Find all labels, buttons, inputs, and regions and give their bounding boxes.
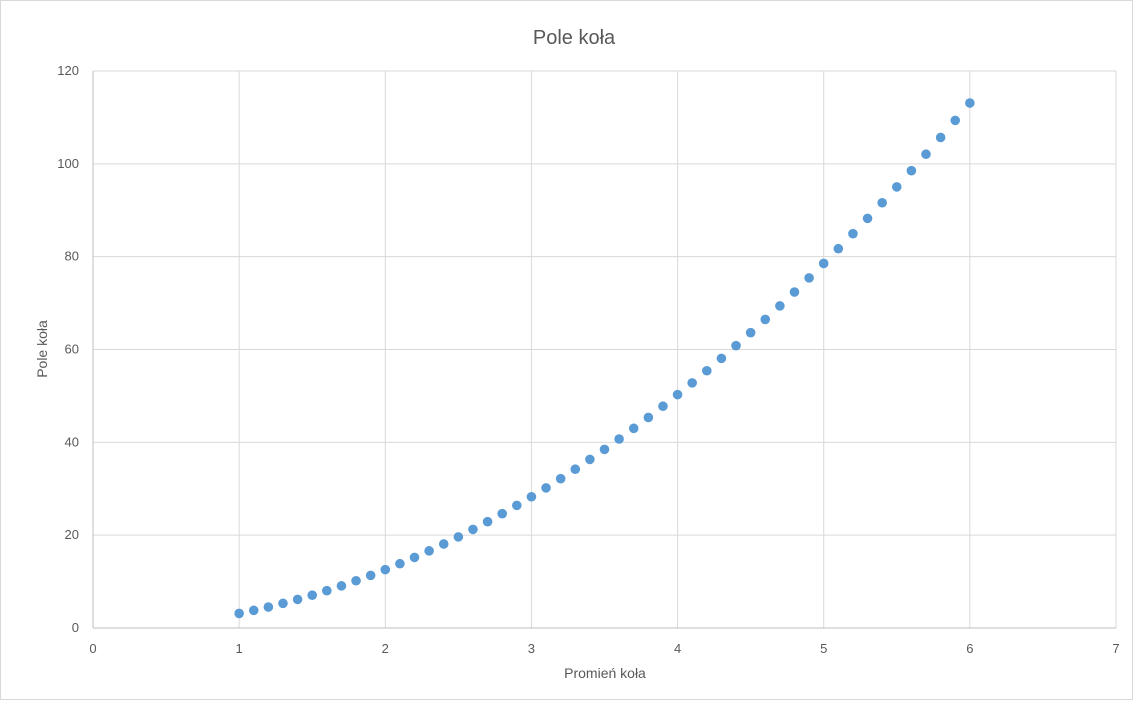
x-tick-label: 4 — [674, 641, 681, 656]
data-point — [658, 401, 668, 412]
x-tick-label: 6 — [966, 641, 973, 656]
data-point — [950, 115, 961, 126]
x-tick-label: 1 — [236, 641, 243, 656]
data-point — [643, 412, 654, 423]
data-point — [818, 258, 829, 269]
data-point — [862, 213, 873, 224]
data-point — [921, 149, 931, 160]
data-point — [775, 301, 785, 311]
data-point — [278, 598, 288, 609]
data-point — [453, 532, 464, 542]
data-point — [614, 434, 624, 444]
data-point — [380, 564, 391, 575]
data-point — [512, 500, 522, 511]
data-point — [848, 228, 858, 239]
axes — [92, 71, 1116, 629]
data-point — [570, 464, 581, 475]
data-point — [672, 389, 683, 400]
data-point — [234, 608, 244, 619]
gridlines — [93, 70, 1117, 628]
data-point — [482, 516, 493, 527]
data-point — [935, 132, 946, 143]
data-point — [424, 546, 434, 556]
data-point — [702, 365, 712, 376]
data-point — [409, 552, 420, 563]
data-point — [555, 473, 566, 484]
data-point — [877, 197, 887, 208]
data-point — [833, 243, 844, 254]
data-point — [745, 327, 756, 338]
chart-title: Pole koła — [533, 27, 616, 49]
x-tick-label: 5 — [820, 641, 827, 656]
y-tick-label: 120 — [57, 63, 79, 78]
data-point — [395, 558, 405, 569]
data-point — [292, 594, 303, 605]
data-point — [307, 590, 318, 600]
y-tick-label: 20 — [65, 527, 79, 542]
data-point — [599, 444, 610, 455]
data-point — [351, 575, 361, 586]
y-tick-label: 0 — [72, 620, 79, 635]
data-point — [965, 98, 975, 108]
x-tick-label: 0 — [89, 641, 96, 656]
data-point — [248, 605, 259, 616]
y-tick-label: 40 — [65, 434, 79, 449]
y-axis-title: Pole koła — [34, 320, 50, 378]
x-tick-label: 2 — [382, 641, 389, 656]
data-point — [731, 340, 741, 351]
data-point — [804, 273, 814, 283]
data-point — [438, 539, 449, 549]
data-point — [263, 602, 274, 612]
data-point — [789, 287, 800, 297]
data-point — [585, 454, 595, 465]
y-tick-label: 60 — [65, 342, 79, 357]
x-tick-label: 7 — [1112, 641, 1119, 656]
x-tick-label: 3 — [528, 641, 535, 656]
data-point — [336, 581, 347, 591]
y-tick-label: 80 — [65, 249, 79, 264]
data-point — [628, 423, 639, 434]
data-point — [906, 165, 917, 176]
data-point — [541, 483, 551, 493]
data-point — [497, 508, 508, 519]
data-point — [891, 182, 902, 192]
data-points — [234, 98, 975, 619]
data-point — [468, 524, 478, 535]
data-point — [322, 585, 332, 596]
data-point — [760, 314, 771, 325]
data-point — [716, 353, 727, 364]
data-point — [687, 378, 697, 388]
data-point — [365, 570, 376, 581]
data-point — [526, 491, 537, 502]
tick-labels: 0 20 40 60 80 100 120 0 1 2 3 4 5 6 7 — [57, 63, 1119, 656]
y-tick-label: 100 — [57, 156, 79, 171]
x-axis-title: Promień koła — [564, 665, 646, 681]
